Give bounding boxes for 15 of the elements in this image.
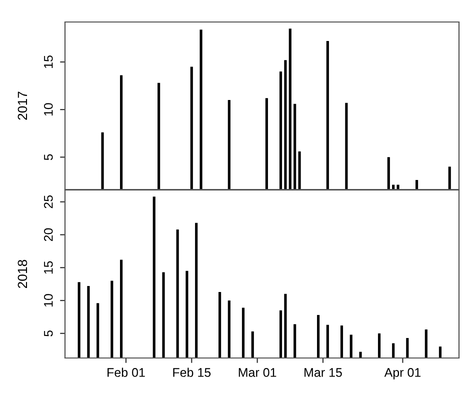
y-tick-label: 15 [44,261,53,274]
x-tick-label: Feb 15 [173,368,211,377]
y-tick-label: 5 [44,330,53,336]
y-tick-label: 20 [44,228,53,242]
y-tick-label: 25 [44,195,53,208]
y-tick-label: 5 [44,154,53,160]
y-tick-label: 10 [44,294,53,307]
x-tick-label: Feb 01 [108,368,145,377]
y-tick-label: 10 [44,103,53,116]
y-axis-title: 2018 [18,260,28,288]
x-tick-label: Mar 01 [238,368,276,377]
x-tick-label: Apr 01 [384,368,421,380]
y-tick-label: 15 [44,56,53,68]
x-tick-label: Mar 15 [304,368,342,377]
y-axis-title: 2017 [18,92,28,120]
